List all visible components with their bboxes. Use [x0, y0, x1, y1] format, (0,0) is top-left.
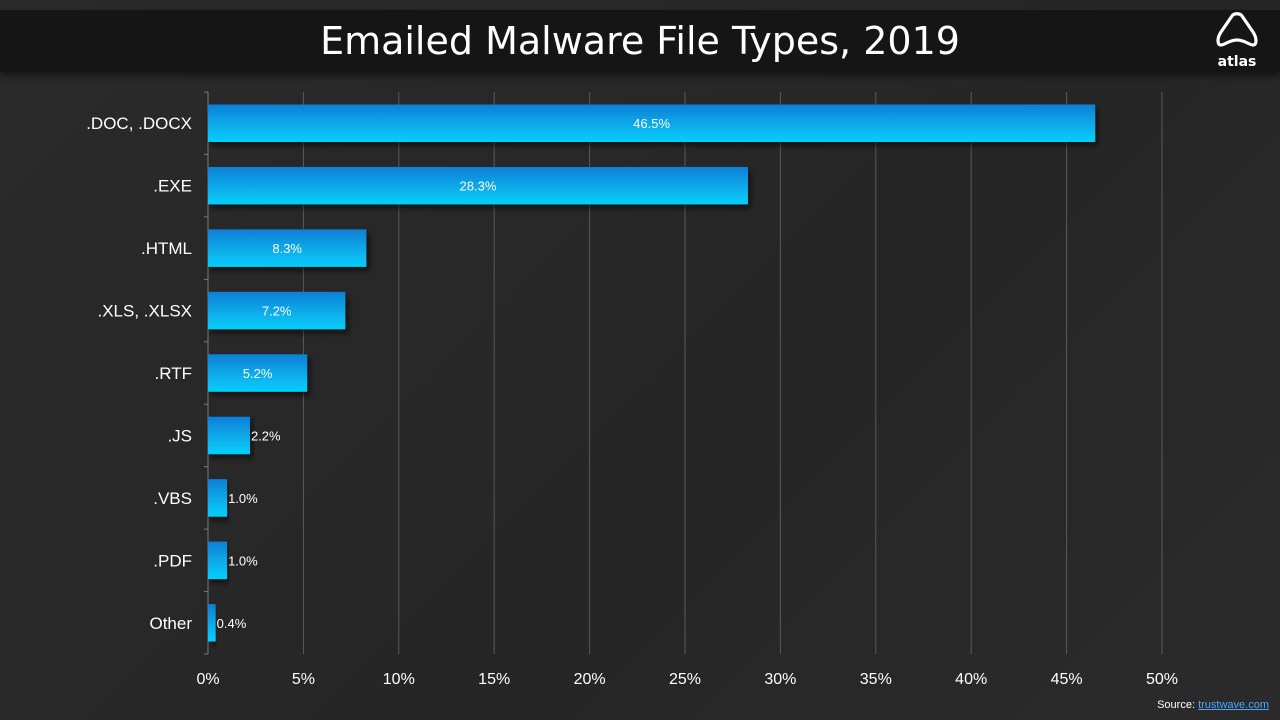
data-label: 8.3%: [272, 241, 302, 256]
atlas-logo-icon: [1216, 12, 1258, 47]
logo-text: atlas: [1217, 54, 1257, 70]
bar: [208, 166, 748, 205]
x-tick-label: 25%: [669, 671, 701, 688]
data-label: 28.3%: [460, 179, 497, 194]
bar: [208, 291, 346, 330]
x-tick-label: 0%: [196, 671, 219, 688]
x-tick-label: 20%: [574, 671, 606, 688]
x-tick-label: 40%: [955, 671, 987, 688]
category-label: .XLS, .XLSX: [98, 302, 193, 321]
bar: [208, 604, 216, 642]
x-tick-label: 15%: [478, 671, 510, 688]
category-label: .JS: [167, 426, 192, 445]
bar: [208, 479, 228, 517]
source-note: Source: trustwave.com: [1157, 699, 1269, 711]
x-tick-label: 50%: [1146, 671, 1178, 688]
bar: [208, 416, 250, 455]
category-label: .HTML: [141, 239, 192, 258]
x-tick-label: 10%: [383, 671, 415, 688]
source-label: Source:: [1157, 699, 1196, 711]
category-label: .EXE: [153, 177, 192, 196]
data-label: 7.2%: [262, 304, 292, 319]
data-label: 46.5%: [633, 116, 670, 131]
atlas-logo: atlas: [1214, 12, 1260, 70]
chart-title: Emailed Malware File Types, 2019: [320, 19, 960, 63]
data-label: 0.4%: [217, 616, 247, 631]
data-label: 2.2%: [251, 428, 281, 443]
category-label: .DOC, .DOCX: [86, 114, 192, 133]
category-label: .VBS: [153, 489, 192, 508]
x-tick-label: 35%: [860, 671, 892, 688]
bar: [208, 229, 367, 267]
x-tick-label: 30%: [764, 671, 796, 688]
title-bar: Emailed Malware File Types, 2019: [0, 10, 1280, 72]
data-label: 5.2%: [243, 366, 273, 381]
category-label: .RTF: [155, 364, 192, 383]
x-tick-label: 5%: [292, 671, 315, 688]
source-link[interactable]: trustwave.com: [1198, 699, 1269, 711]
bar: [208, 104, 1096, 142]
x-tick-label: 45%: [1051, 671, 1083, 688]
bar: [208, 541, 228, 580]
data-label: 1.0%: [228, 491, 258, 506]
data-label: 1.0%: [228, 553, 258, 568]
bar: [208, 354, 308, 392]
category-label: .PDF: [153, 551, 192, 570]
category-label: Other: [149, 614, 192, 633]
